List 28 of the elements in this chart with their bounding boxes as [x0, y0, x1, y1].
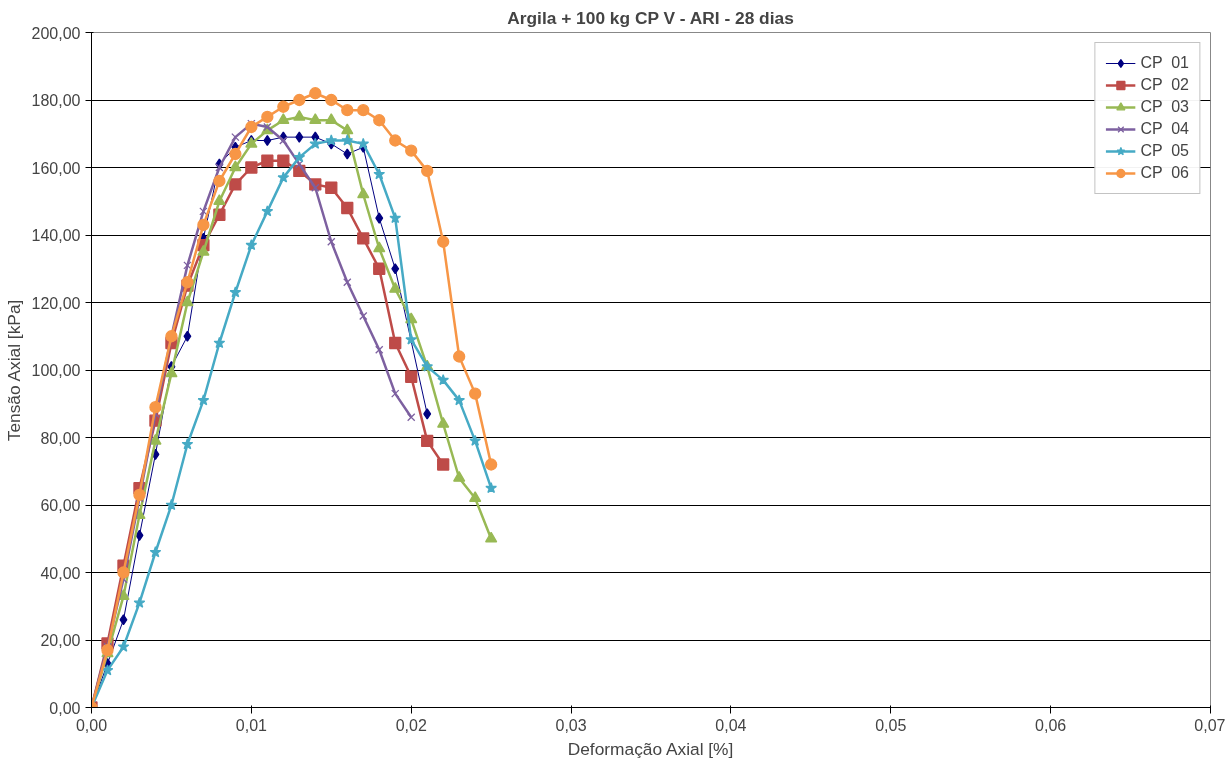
y-tick-label: 160,00	[31, 159, 81, 177]
legend-label: CP 05	[1140, 142, 1189, 160]
chart-title: Argila + 100 kg CP V - ARI - 28 dias	[507, 7, 794, 28]
y-tick-label: 100,00	[31, 362, 81, 379]
x-tick-label: 0,05	[875, 716, 907, 734]
legend-label: CP 01	[1140, 54, 1189, 72]
y-tick-label: 120,00	[31, 294, 81, 312]
y-tick-label: 180,00	[31, 92, 81, 109]
y-tick-label: 200,00	[31, 24, 81, 42]
x-tick-label: 0,02	[395, 716, 427, 734]
x-axis-title: Deformação Axial [%]	[567, 738, 734, 759]
legend-label: CP 03	[1140, 98, 1189, 116]
x-tick-label: 0,07	[1194, 716, 1225, 734]
x-tick-label: 0,00	[75, 716, 108, 734]
legend-label: CP 02	[1140, 76, 1189, 94]
y-tick-label: 40,00	[40, 564, 81, 582]
x-tick-label: 0,03	[555, 716, 587, 734]
y-axis-title: Tensão Axial [kPa]	[3, 299, 24, 442]
y-tick-label: 80,00	[40, 429, 81, 447]
y-tick-label: 0,00	[49, 699, 81, 717]
x-tick-label: 0,04	[715, 716, 747, 734]
x-tick-label: 0,06	[1035, 716, 1067, 734]
y-tick-label: 60,00	[40, 497, 81, 514]
y-tick-label: 20,00	[40, 632, 81, 649]
y-tick-label: 140,00	[31, 227, 81, 244]
legend-label: CP 04	[1140, 120, 1189, 138]
legend-label: CP 06	[1140, 164, 1189, 182]
x-tick-label: 0,01	[235, 716, 268, 734]
